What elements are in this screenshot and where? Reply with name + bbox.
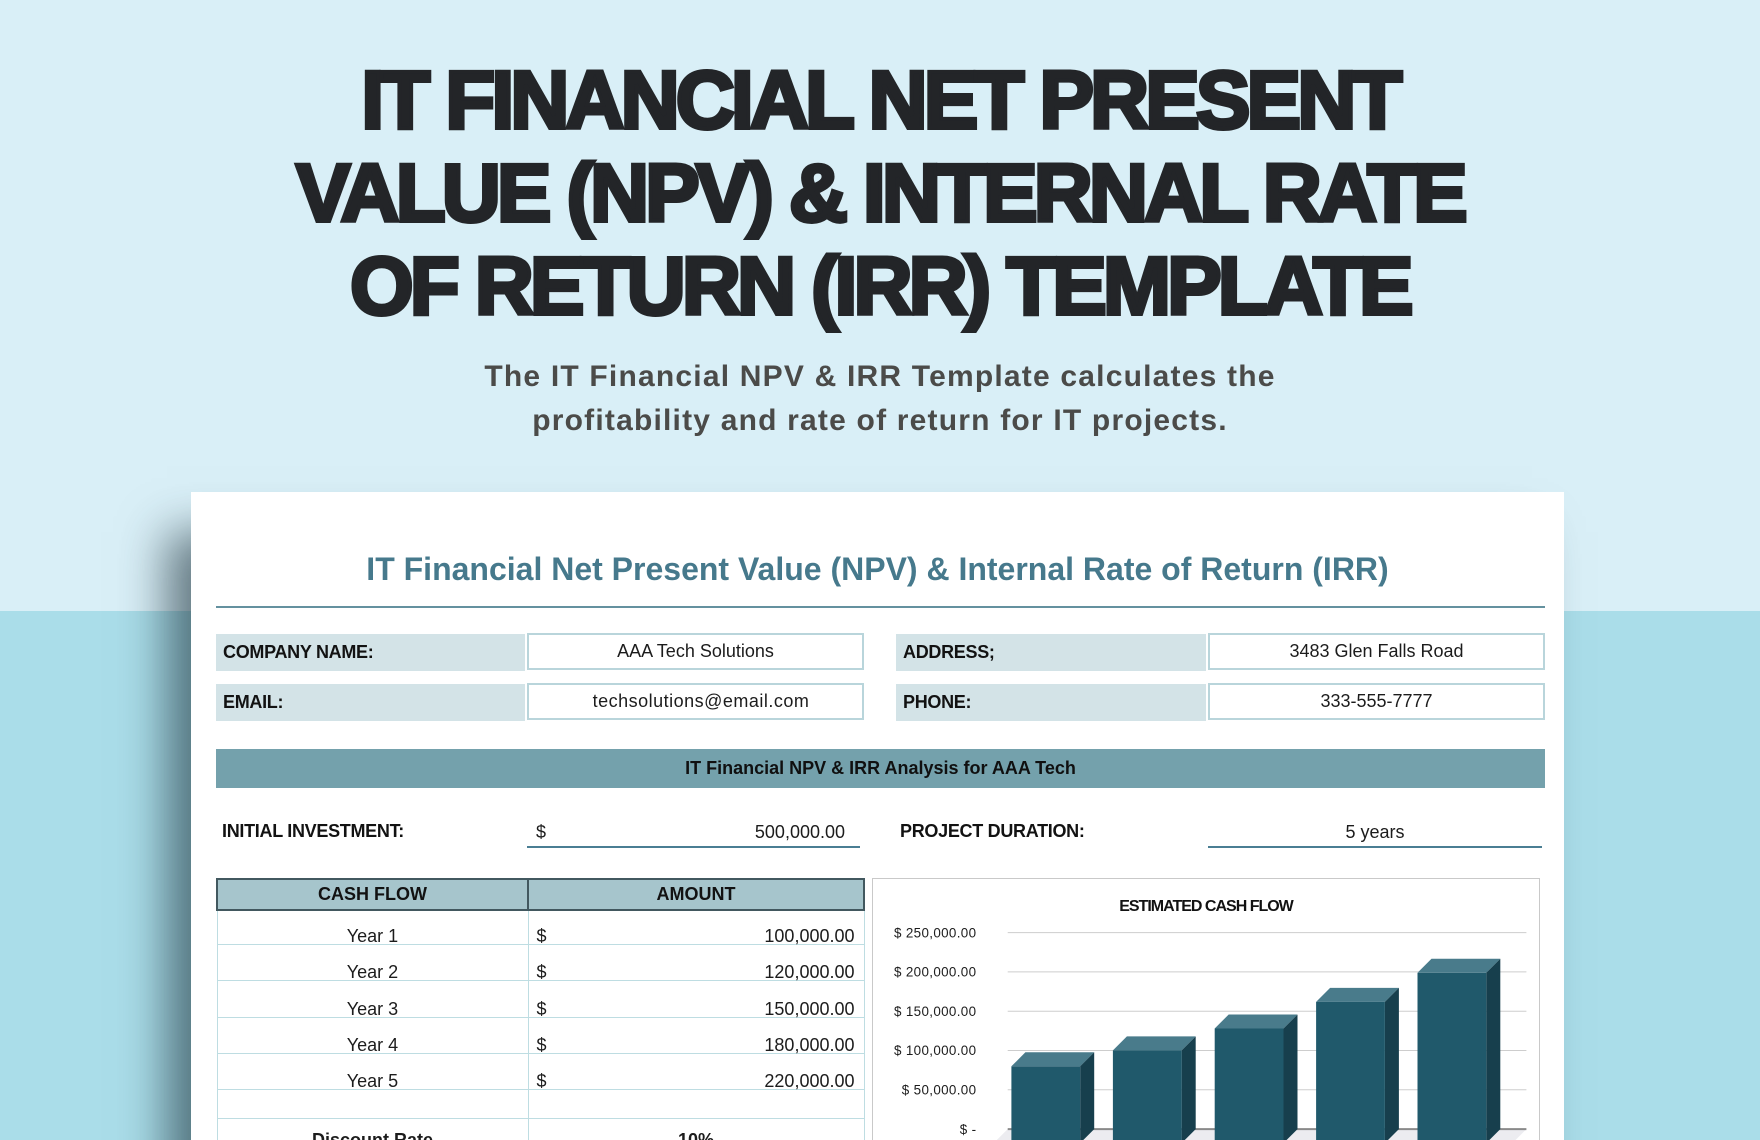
svg-text:$ -: $ -: [960, 1122, 977, 1137]
svg-text:$ 200,000.00: $ 200,000.00: [894, 965, 976, 980]
svg-text:$ 100,000.00: $ 100,000.00: [894, 1043, 976, 1058]
svg-text:$ 150,000.00: $ 150,000.00: [894, 1004, 976, 1019]
svg-text:$ 250,000.00: $ 250,000.00: [894, 925, 976, 940]
svg-text:ESTIMATED CASH FLOW: ESTIMATED CASH FLOW: [1119, 898, 1294, 915]
svg-text:$ 50,000.00: $ 50,000.00: [902, 1083, 977, 1098]
